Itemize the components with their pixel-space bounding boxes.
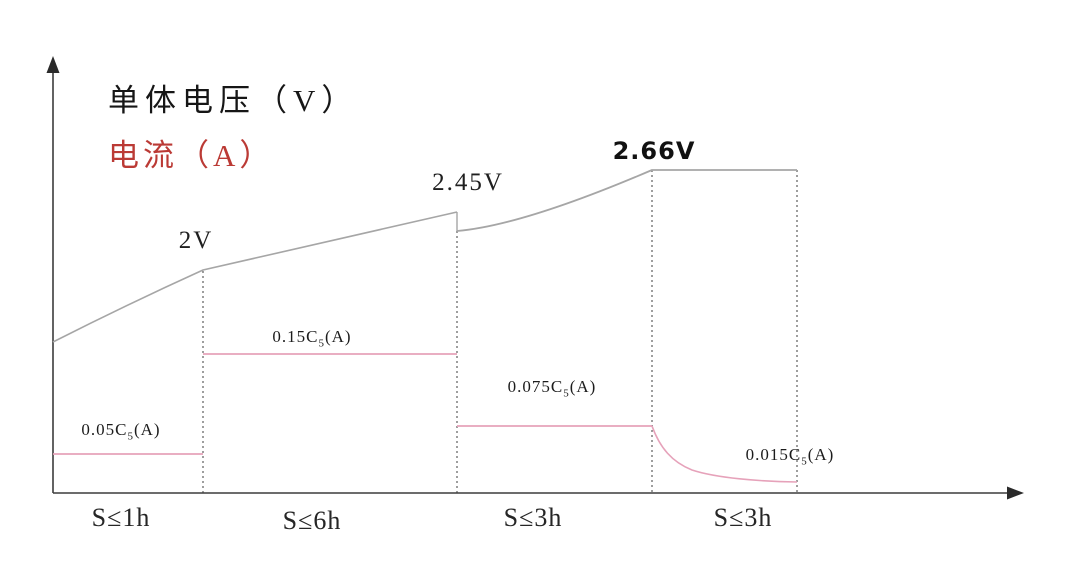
legend-voltage-label: 单体电压（V）	[108, 83, 359, 118]
current-label-stage1-unit: (A)	[133, 420, 161, 439]
current-label-stage2-text: 0.15C	[272, 327, 319, 346]
legend-current-label: 电流（A）	[108, 138, 275, 173]
current-label-stage1-sub: 5	[127, 430, 134, 443]
x-axis-arrow-icon	[1007, 486, 1024, 500]
current-label-stage4: 0.015C5(A)	[745, 445, 835, 468]
voltage-annotation-2-66v: 2.66V	[612, 137, 696, 165]
current-label-stage1-text: 0.05C	[81, 420, 128, 439]
current-label-stage2-sub: 5	[318, 337, 325, 350]
current-label-stage3-sub: 5	[563, 387, 570, 400]
current-label-stage4-unit: (A)	[807, 445, 835, 464]
voltage-annotation-2-45v: 2.45V	[432, 169, 504, 196]
current-label-stage3-unit: (A)	[569, 377, 597, 396]
voltage-curve-stage3-4	[456, 169, 797, 232]
current-label-stage3-text: 0.075C	[507, 377, 564, 396]
current-decay-stage4	[651, 425, 798, 483]
stage-label-3: S≤3h	[503, 503, 563, 532]
current-label-stage2-unit: (A)	[324, 327, 352, 346]
current-label-stage3: 0.075C5(A)	[507, 377, 597, 400]
current-label-stage1: 0.05C5(A)	[81, 420, 161, 443]
current-label-stage4-text: 0.015C	[745, 445, 802, 464]
stage-label-2: S≤6h	[282, 506, 342, 535]
current-label-stage4-sub: 5	[801, 455, 808, 468]
voltage-curve-stage1-2	[52, 211, 458, 343]
voltage-annotation-2v: 2V	[178, 227, 214, 254]
stage-label-4: S≤3h	[713, 503, 773, 532]
y-axis-arrow-icon	[46, 56, 60, 73]
current-label-stage2: 0.15C5(A)	[272, 327, 352, 350]
stage-label-1: S≤1h	[91, 503, 151, 532]
